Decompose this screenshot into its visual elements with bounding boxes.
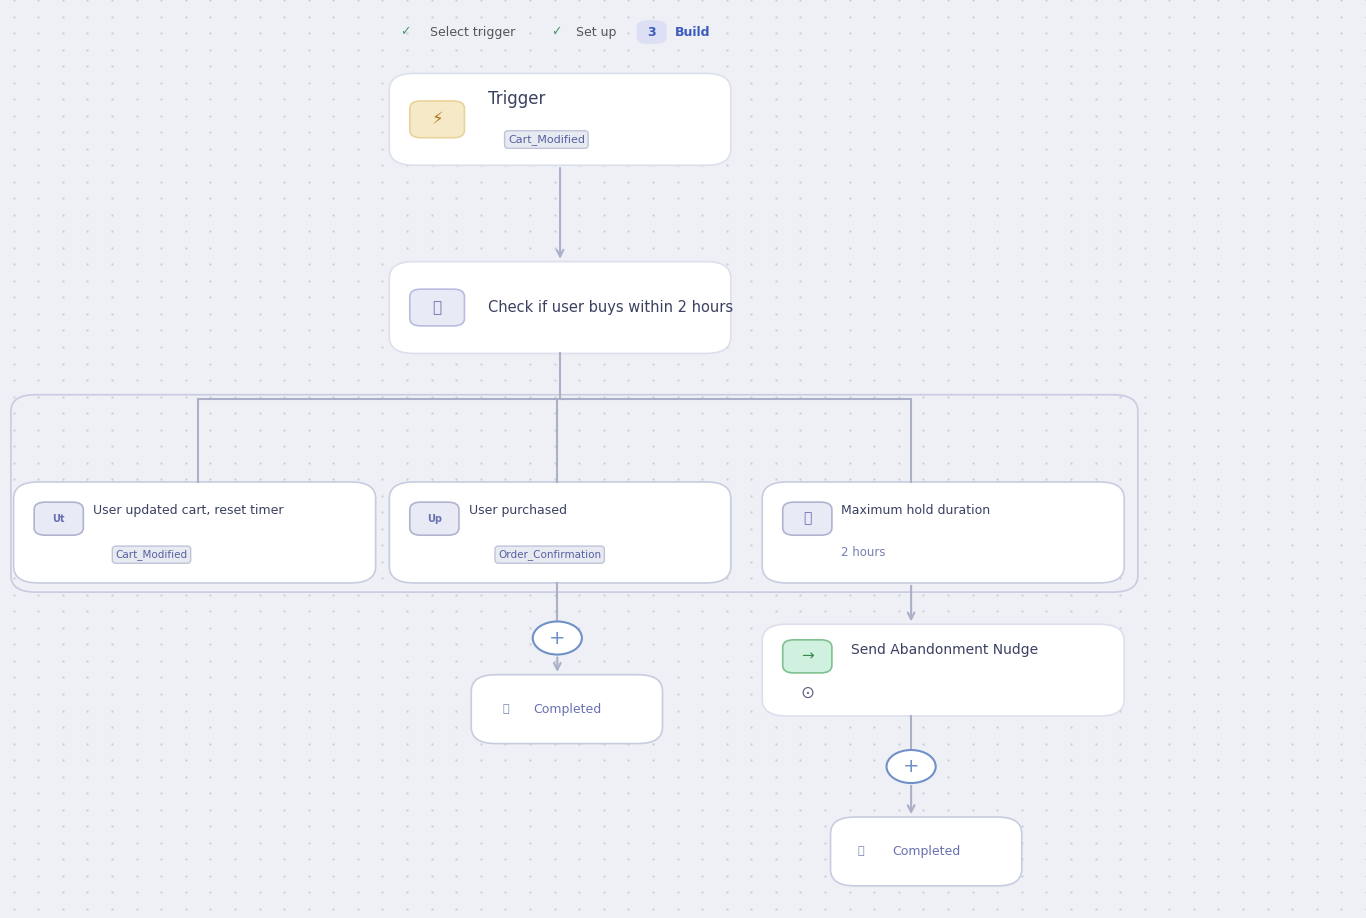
Text: +: + — [903, 757, 919, 776]
Text: 2 hours: 2 hours — [841, 546, 887, 559]
FancyBboxPatch shape — [14, 482, 376, 583]
Text: →: → — [800, 649, 814, 664]
FancyBboxPatch shape — [471, 675, 663, 744]
FancyBboxPatch shape — [389, 482, 731, 583]
Text: ⎋: ⎋ — [503, 704, 508, 714]
Text: Cart_Modified: Cart_Modified — [115, 549, 187, 560]
Text: 3: 3 — [647, 26, 656, 39]
Text: Send Abandonment Nudge: Send Abandonment Nudge — [851, 643, 1038, 657]
Text: Completed: Completed — [892, 845, 960, 858]
Text: ⏱: ⏱ — [803, 511, 811, 526]
Text: Up: Up — [428, 514, 441, 523]
Text: Cart_Modified: Cart_Modified — [508, 134, 585, 145]
Text: ⎋: ⎋ — [858, 846, 863, 856]
FancyBboxPatch shape — [389, 73, 731, 165]
Text: User updated cart, reset timer: User updated cart, reset timer — [93, 504, 283, 517]
Text: Maximum hold duration: Maximum hold duration — [841, 504, 990, 517]
FancyBboxPatch shape — [410, 502, 459, 535]
FancyBboxPatch shape — [762, 482, 1124, 583]
Text: User purchased: User purchased — [469, 504, 567, 517]
Text: Completed: Completed — [533, 702, 601, 716]
Text: Trigger: Trigger — [488, 90, 545, 108]
Circle shape — [887, 750, 936, 783]
Circle shape — [533, 621, 582, 655]
FancyBboxPatch shape — [783, 640, 832, 673]
FancyBboxPatch shape — [389, 262, 731, 353]
FancyBboxPatch shape — [410, 289, 464, 326]
Text: ✓: ✓ — [550, 26, 561, 39]
FancyBboxPatch shape — [34, 502, 83, 535]
Text: Order_Confirmation: Order_Confirmation — [499, 549, 601, 560]
Text: Set up: Set up — [576, 26, 617, 39]
Text: ⊙: ⊙ — [800, 684, 814, 702]
Text: +: + — [549, 629, 566, 647]
Text: Build: Build — [675, 26, 710, 39]
FancyBboxPatch shape — [783, 502, 832, 535]
Text: Check if user buys within 2 hours: Check if user buys within 2 hours — [488, 300, 732, 315]
Text: ⏸: ⏸ — [433, 300, 441, 315]
FancyBboxPatch shape — [637, 20, 667, 44]
Text: Ut: Ut — [52, 514, 66, 523]
Text: ⚡: ⚡ — [432, 110, 443, 129]
FancyBboxPatch shape — [410, 101, 464, 138]
Text: ✓: ✓ — [400, 26, 411, 39]
FancyBboxPatch shape — [762, 624, 1124, 716]
FancyBboxPatch shape — [831, 817, 1022, 886]
Text: Select trigger: Select trigger — [430, 26, 515, 39]
